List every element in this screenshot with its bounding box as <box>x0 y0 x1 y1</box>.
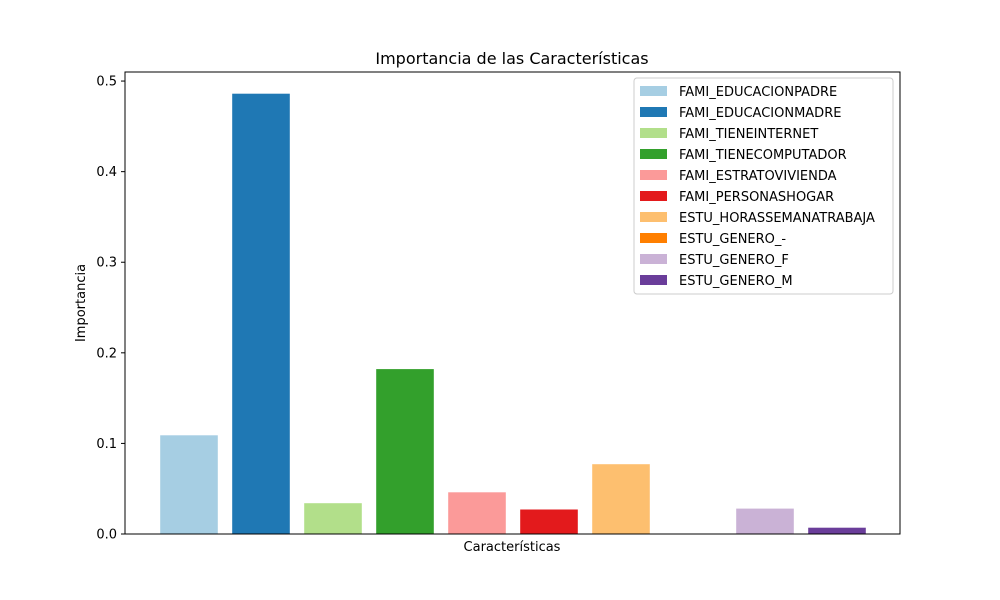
y-tick-label: 0.5 <box>96 75 117 90</box>
y-tick-label: 0.4 <box>96 165 117 180</box>
bar-fami-educacionmadre <box>232 93 290 534</box>
bar-fami-educacionpadre <box>160 435 218 534</box>
legend-swatch <box>640 128 667 138</box>
legend-swatch <box>640 149 667 159</box>
y-axis-label: Importancia <box>74 264 89 342</box>
bar-fami-estratovivienda <box>448 492 506 534</box>
bar-estu-genero-m <box>808 527 866 534</box>
legend-label: ESTU_GENERO_M <box>679 274 793 289</box>
y-tick-label: 0.1 <box>96 437 117 452</box>
bar-estu-horassemanatrabaja <box>592 464 650 534</box>
y-tick-label: 0.2 <box>96 346 117 361</box>
legend-swatch <box>640 275 667 285</box>
legend-swatch <box>640 191 667 201</box>
legend: FAMI_EDUCACIONPADRE FAMI_EDUCACIONMADRE FA… <box>633 77 894 295</box>
plot-frame <box>124 71 901 535</box>
y-tick-label: 0.0 <box>96 528 117 543</box>
bar-fami-tienecomputador <box>376 369 434 534</box>
legend-label: FAMI_ESTRATOVIVIENDA <box>679 169 837 184</box>
legend-swatch <box>640 233 667 243</box>
legend-label: ESTU_HORASSEMANATRABAJA <box>679 211 875 226</box>
legend-label: ESTU_GENERO_F <box>679 253 789 268</box>
legend-swatch <box>640 86 667 96</box>
legend-label: FAMI_PERSONASHOGAR <box>679 190 834 205</box>
legend-swatch <box>640 254 667 264</box>
bar-estu-genero-f <box>736 508 794 534</box>
x-axis-label: Características <box>464 540 561 555</box>
legend-frame <box>633 77 894 295</box>
legend-swatch <box>640 107 667 117</box>
legend-label: FAMI_EDUCACIONMADRE <box>679 106 841 121</box>
legend-swatch <box>640 170 667 180</box>
chart-title: Importancia de las Características <box>375 49 648 68</box>
legend-label: FAMI_TIENECOMPUTADOR <box>679 148 847 163</box>
y-tick-label: 0.3 <box>96 256 117 271</box>
legend-swatch <box>640 212 667 222</box>
bar-fami-personashogar <box>520 509 578 534</box>
legend-label: FAMI_TIENEINTERNET <box>679 127 818 142</box>
legend-label: FAMI_EDUCACIONPADRE <box>679 85 837 100</box>
bar-fami-tieneinternet <box>304 503 362 534</box>
y-axis: 0.0 0.1 0.2 0.3 0.4 0.5 <box>96 75 125 543</box>
bar-group <box>160 93 866 534</box>
legend-label: ESTU_GENERO_- <box>679 232 786 247</box>
